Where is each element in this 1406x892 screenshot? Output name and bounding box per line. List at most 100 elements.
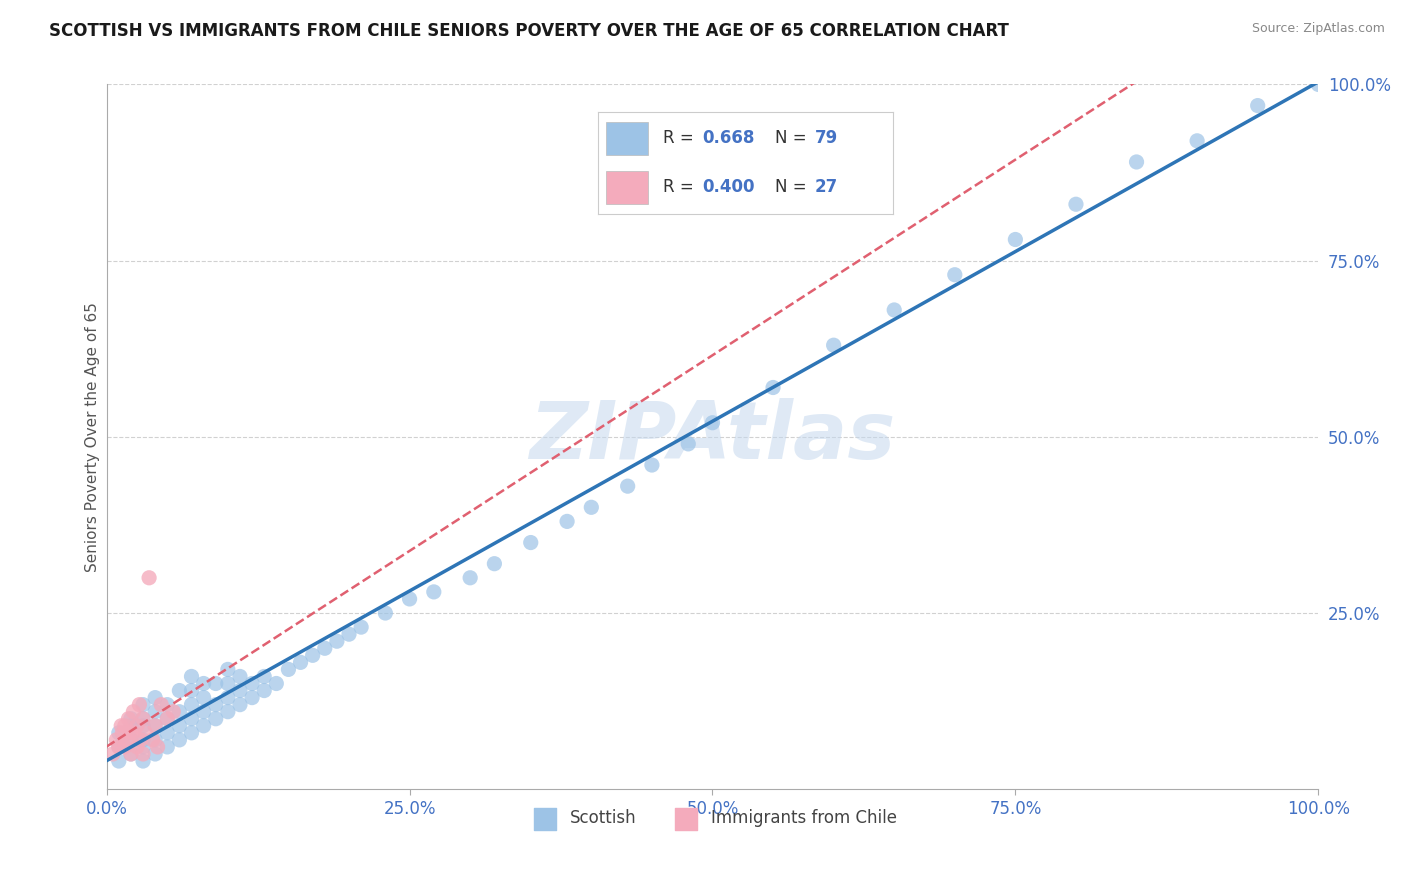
Point xyxy=(180,726,202,740)
Point xyxy=(555,515,578,529)
Point xyxy=(120,732,142,747)
Point xyxy=(217,676,239,690)
Point xyxy=(193,690,215,705)
Point xyxy=(169,683,191,698)
Point xyxy=(125,739,148,754)
Point xyxy=(132,739,155,754)
Point xyxy=(107,726,129,740)
Point xyxy=(883,302,905,317)
Point xyxy=(374,606,396,620)
Point xyxy=(143,732,166,747)
Point xyxy=(337,627,360,641)
Point xyxy=(180,669,202,683)
Point xyxy=(290,656,312,670)
Point xyxy=(350,620,373,634)
Point xyxy=(107,739,129,754)
Point xyxy=(943,268,966,282)
Point xyxy=(180,683,202,698)
Point xyxy=(111,726,134,740)
Point xyxy=(314,641,336,656)
Point xyxy=(143,690,166,705)
Point xyxy=(204,712,226,726)
Point xyxy=(253,683,276,698)
Point xyxy=(204,698,226,712)
Point xyxy=(702,416,724,430)
Point xyxy=(125,719,148,733)
Text: R =: R = xyxy=(662,178,699,196)
Point xyxy=(458,571,481,585)
Point xyxy=(1064,197,1087,211)
Point xyxy=(114,739,136,754)
Point xyxy=(132,698,155,712)
Point xyxy=(128,698,150,712)
Point xyxy=(107,754,129,768)
Point xyxy=(120,719,142,733)
Point xyxy=(132,732,155,747)
Point xyxy=(301,648,323,663)
Point xyxy=(229,698,252,712)
Text: 27: 27 xyxy=(814,178,838,196)
Point xyxy=(162,705,184,719)
Point xyxy=(156,739,179,754)
Point xyxy=(118,726,141,740)
Point xyxy=(240,690,263,705)
Point xyxy=(117,712,139,726)
Point xyxy=(277,662,299,676)
Point xyxy=(1247,98,1270,112)
Point xyxy=(762,380,785,394)
Point xyxy=(114,719,136,733)
Point xyxy=(110,719,132,733)
Point xyxy=(169,719,191,733)
Point xyxy=(217,690,239,705)
Bar xyxy=(606,122,648,154)
Point xyxy=(101,747,124,761)
Point xyxy=(253,669,276,683)
Text: Source: ZipAtlas.com: Source: ZipAtlas.com xyxy=(1251,22,1385,36)
Point xyxy=(169,732,191,747)
Point xyxy=(423,585,446,599)
Point xyxy=(240,676,263,690)
Point xyxy=(398,591,420,606)
Point xyxy=(1125,155,1147,169)
Y-axis label: Seniors Poverty Over the Age of 65: Seniors Poverty Over the Age of 65 xyxy=(86,301,100,572)
Point xyxy=(1308,78,1330,92)
Point xyxy=(143,747,166,761)
Point xyxy=(122,705,145,719)
Point xyxy=(484,557,506,571)
Point xyxy=(143,719,166,733)
Point xyxy=(1004,232,1026,246)
Point xyxy=(150,698,173,712)
Point xyxy=(120,747,142,761)
Point xyxy=(156,712,179,726)
Point xyxy=(134,726,156,740)
Text: R =: R = xyxy=(662,129,699,147)
Text: 79: 79 xyxy=(814,129,838,147)
Point xyxy=(143,705,166,719)
Point xyxy=(616,479,638,493)
Point xyxy=(129,732,152,747)
Point xyxy=(132,712,155,726)
Bar xyxy=(606,171,648,204)
Point xyxy=(823,338,845,352)
Text: 0.400: 0.400 xyxy=(703,178,755,196)
Point xyxy=(519,535,541,549)
Text: SCOTTISH VS IMMIGRANTS FROM CHILE SENIORS POVERTY OVER THE AGE OF 65 CORRELATION: SCOTTISH VS IMMIGRANTS FROM CHILE SENIOR… xyxy=(49,22,1010,40)
Point xyxy=(142,732,165,747)
Point xyxy=(180,712,202,726)
Text: 0.668: 0.668 xyxy=(703,129,755,147)
Point xyxy=(193,719,215,733)
Point xyxy=(1185,134,1208,148)
Point xyxy=(193,705,215,719)
Point xyxy=(122,726,145,740)
Point xyxy=(105,732,128,747)
Point xyxy=(138,571,160,585)
Text: N =: N = xyxy=(775,178,811,196)
Point xyxy=(132,754,155,768)
Point xyxy=(156,726,179,740)
Point xyxy=(229,669,252,683)
Point xyxy=(117,732,139,747)
Point xyxy=(678,437,700,451)
Point xyxy=(146,739,169,754)
Point xyxy=(193,676,215,690)
Point xyxy=(266,676,288,690)
